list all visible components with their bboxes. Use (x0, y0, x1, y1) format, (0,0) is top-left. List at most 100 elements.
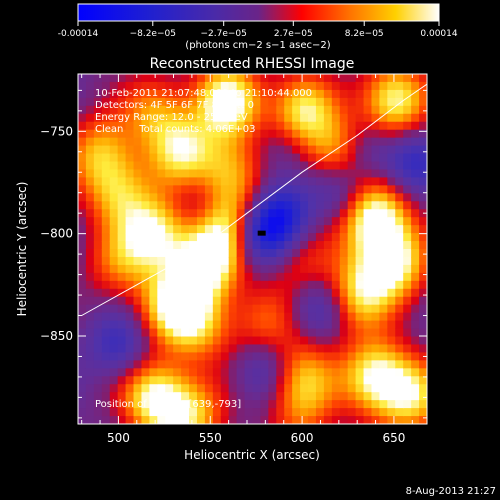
heatmap-cell (260, 129, 269, 139)
heatmap-cell (395, 360, 404, 369)
heatmap-cell (252, 97, 262, 107)
heatmap-cell (260, 209, 269, 218)
heatmap-cell (85, 153, 95, 163)
heatmap-cell (165, 105, 174, 115)
heatmap-cell (101, 256, 111, 266)
heatmap-cell (363, 384, 373, 393)
heatmap-cell (331, 416, 341, 424)
heatmap-cell (117, 384, 127, 393)
heatmap-cell (379, 336, 388, 346)
heatmap-cell (157, 209, 166, 218)
annotation-peak: Position of Peak = [639,-793] (95, 399, 241, 410)
heatmap-cell (339, 352, 349, 361)
heatmap-cell (387, 97, 396, 107)
heatmap-cell (157, 280, 166, 290)
heatmap-cell (292, 416, 301, 424)
heatmap-cell (220, 296, 230, 306)
heatmap-cell (331, 81, 341, 91)
heatmap-cell (125, 376, 135, 385)
heatmap-cell (78, 209, 87, 218)
heatmap-cell (371, 256, 381, 266)
heatmap-cell (411, 280, 420, 290)
heatmap-cell (419, 185, 427, 194)
heatmap-cell (284, 360, 293, 369)
heatmap-cell (284, 249, 293, 258)
heatmap-cell (268, 408, 277, 417)
heatmap-cell (284, 288, 293, 298)
annotation-time-range: 10-Feb-2011 21:07:48.000 to 21:10:44.000 (95, 88, 312, 99)
heatmap-cell (395, 384, 404, 393)
heatmap-cell (133, 392, 143, 401)
heatmap-cell (252, 328, 262, 338)
heatmap-cell (181, 169, 190, 178)
heatmap-cell (165, 249, 174, 258)
heatmap-cell (419, 400, 427, 409)
heatmap-cell (181, 97, 190, 107)
heatmap-cell (117, 153, 127, 163)
heatmap-cell (379, 288, 388, 298)
colorbar-tick-label: −2.7e−05 (200, 29, 246, 39)
heatmap-cell (403, 376, 412, 385)
heatmap-cell (165, 392, 174, 401)
heatmap-cell (228, 408, 238, 417)
heatmap-cell (355, 201, 365, 210)
heatmap-cell (228, 280, 238, 290)
heatmap-cell (300, 320, 309, 330)
heatmap-cell (347, 113, 357, 123)
heatmap-cell (308, 272, 317, 282)
heatmap-cell (181, 121, 190, 131)
heatmap-cell (403, 121, 412, 131)
heatmap-cell (268, 296, 277, 306)
heatmap-cell (181, 233, 190, 242)
heatmap-cell (276, 225, 285, 234)
heatmap-cell (236, 113, 246, 123)
heatmap-cell (78, 241, 87, 250)
heatmap-cell (157, 344, 166, 353)
heatmap-cell (419, 121, 427, 131)
heatmap-cell (323, 368, 333, 377)
heatmap-cell (101, 336, 111, 346)
heatmap-cell (419, 145, 427, 155)
heatmap-cell (387, 81, 396, 91)
heatmap-cell (93, 129, 103, 139)
heatmap-cell (308, 121, 317, 131)
heatmap-cell (371, 392, 381, 401)
heatmap-cell (165, 209, 174, 218)
heatmap-cell (268, 368, 277, 377)
heatmap-cell (315, 217, 325, 226)
heatmap-cell (419, 169, 427, 178)
heatmap-cell (419, 376, 427, 385)
heatmap-cell (403, 177, 412, 186)
solar-limb-curve (81, 83, 427, 316)
heatmap-cell (260, 296, 269, 306)
heatmap-cell (308, 145, 317, 155)
heatmap-cell (276, 256, 285, 266)
heatmap-cell (78, 121, 87, 131)
heatmap-cell (78, 97, 87, 107)
heatmap-cell (165, 320, 174, 330)
heatmap-cell (339, 153, 349, 163)
heatmap-cell (387, 105, 396, 115)
heatmap-cell (157, 416, 166, 424)
heatmap-cell (300, 304, 309, 314)
heatmap-cell (101, 416, 111, 424)
heatmap-cell (292, 97, 301, 107)
heatmap-cell (379, 304, 388, 314)
heatmap-cell (284, 225, 293, 234)
heatmap-cell (181, 177, 190, 186)
heatmap-cell (260, 400, 269, 409)
heatmap-cell (284, 209, 293, 218)
heatmap-cell (117, 121, 127, 131)
heatmap-cell (323, 416, 333, 424)
heatmap-cell (228, 368, 238, 377)
heatmap-cell (101, 201, 111, 210)
heatmap-cell (173, 280, 182, 290)
heatmap-cell (93, 360, 103, 369)
heatmap-cell (387, 352, 396, 361)
heatmap-cell (260, 312, 269, 322)
heatmap-cell (403, 360, 412, 369)
heatmap-cell (387, 344, 396, 353)
heatmap-cell (308, 153, 317, 163)
heatmap-cell (300, 328, 309, 338)
heatmap-cell (101, 320, 111, 330)
